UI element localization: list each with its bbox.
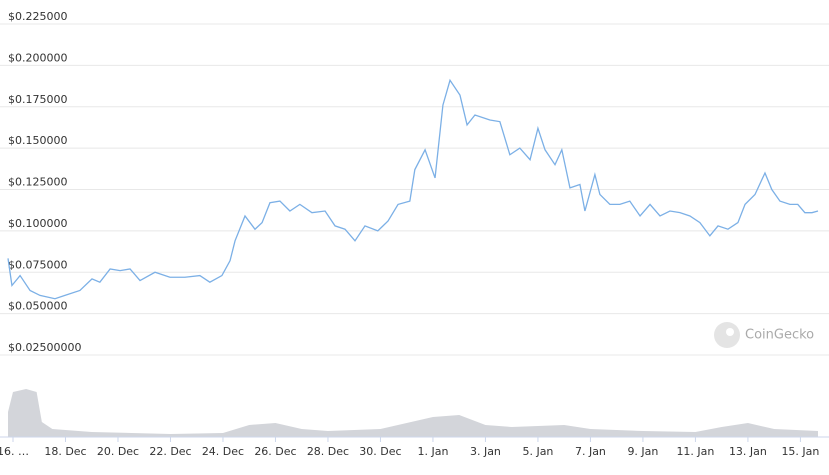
- x-tick-label: 1. Jan: [417, 445, 448, 458]
- watermark-icon: [714, 322, 740, 348]
- x-tick-label: 7. Jan: [575, 445, 606, 458]
- watermark-text: CoinGecko: [745, 328, 814, 343]
- y-tick-label: $0.150000: [8, 134, 68, 147]
- watermark-icon-eye: [726, 328, 734, 336]
- x-tick-label: 16. …: [0, 445, 29, 458]
- price-line: [7, 78, 819, 300]
- x-tick-label: 26. Dec: [254, 445, 296, 458]
- x-tick-label: 18. Dec: [44, 445, 86, 458]
- volume-area: [8, 389, 818, 437]
- y-tick-label: $0.200000: [8, 51, 68, 64]
- y-tick-label: $0.075000: [8, 258, 68, 271]
- x-tick-label: 3. Jan: [470, 445, 501, 458]
- x-tick-label: 22. Dec: [149, 445, 191, 458]
- x-tick-label: 15. Jan: [781, 445, 819, 458]
- y-tick-label: $0.050000: [8, 300, 68, 313]
- x-tick-label: 9. Jan: [627, 445, 658, 458]
- x-tick-label: 24. Dec: [202, 445, 244, 458]
- x-tick-label: 28. Dec: [307, 445, 349, 458]
- x-tick-label: 30. Dec: [359, 445, 401, 458]
- x-tick-label: 20. Dec: [97, 445, 139, 458]
- y-tick-label: $0.02500000: [8, 341, 81, 354]
- watermark: CoinGecko: [714, 322, 814, 348]
- y-tick-label: $0.225000: [8, 10, 68, 23]
- y-tick-label: $0.125000: [8, 176, 68, 189]
- x-tick-label: 13. Jan: [729, 445, 767, 458]
- x-tick-label: 5. Jan: [522, 445, 553, 458]
- y-tick-label: $0.100000: [8, 217, 68, 230]
- y-tick-label: $0.175000: [8, 93, 68, 106]
- x-tick-label: 11. Jan: [676, 445, 714, 458]
